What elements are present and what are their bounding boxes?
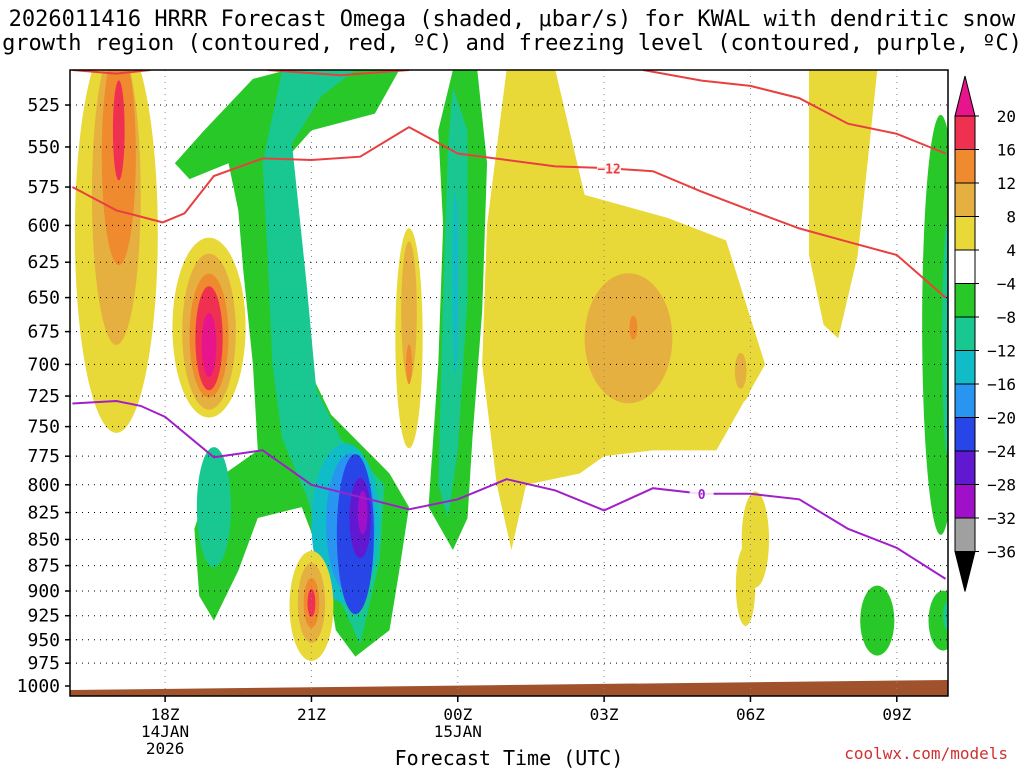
terrain-fill: [70, 680, 948, 696]
colorbar-label: −36: [987, 543, 1016, 562]
sinking-pocket-19z: [197, 447, 231, 567]
colorbar-label: −20: [987, 409, 1016, 428]
colorbar-under-arrow: [955, 552, 975, 592]
colorbar-bin: [955, 150, 975, 184]
colorbar: 20 16 12 8 4 −4 −8 −12 −16 −20 −24 −28 −32 −36: [955, 76, 1016, 592]
y-tick-label: 1000: [17, 676, 60, 697]
credit-text: coolwx.com/models: [844, 744, 1008, 763]
omega-pocket-8-12: [585, 273, 673, 403]
colorbar-label: 20: [997, 107, 1016, 126]
y-tick-label: 925: [27, 606, 60, 627]
y-tick-label: 700: [27, 354, 60, 375]
y-tick-label: 650: [27, 288, 60, 309]
colorbar-label: −24: [987, 442, 1016, 461]
colorbar-bin: [955, 384, 975, 418]
contour-label: 0: [698, 488, 706, 503]
colorbar-bin: [955, 250, 975, 284]
rising-column-early-16: [113, 80, 125, 180]
y-tick-label: 900: [27, 581, 60, 602]
rising-surface-21z-16: [308, 589, 316, 617]
x-tick-label: 06Z: [736, 705, 765, 724]
y-tick-label: 775: [27, 446, 60, 467]
y-tick-label: 600: [27, 215, 60, 236]
positive-omega-aloft: [809, 70, 877, 338]
colorbar-label: −12: [987, 342, 1016, 361]
y-axis: 525 550 575 600 625 650 675 700 725 750 775 800 825 8…: [17, 95, 70, 697]
y-tick-label: 800: [27, 475, 60, 496]
colorbar-label: 16: [997, 141, 1016, 160]
colorbar-bin: [955, 116, 975, 150]
colorbar-label: 4: [1006, 241, 1016, 260]
colorbar-label: −8: [997, 308, 1016, 327]
x-tick-sublabel: 15JAN: [434, 722, 482, 741]
y-tick-label: 950: [27, 630, 60, 651]
colorbar-bin: [955, 418, 975, 452]
x-tick-label: 21Z: [297, 705, 326, 724]
y-tick-label: 675: [27, 322, 60, 343]
x-tick-sublabel: 2026: [146, 739, 185, 758]
colorbar-label: −4: [997, 275, 1016, 294]
y-tick-label: 850: [27, 529, 60, 550]
contour-line: [643, 70, 946, 154]
omega-pocket-12-16: [629, 316, 637, 340]
colorbar-label: −16: [987, 375, 1016, 394]
sinking-pocket-08z: [860, 586, 894, 656]
y-tick-label: 750: [27, 417, 60, 438]
terrain-layer: [70, 680, 948, 696]
y-tick-label: 825: [27, 503, 60, 524]
sinking-column-10z: [922, 115, 959, 535]
contour-label: −12: [597, 162, 620, 177]
x-tick-label: 09Z: [882, 705, 911, 724]
y-tick-label: 575: [27, 177, 60, 198]
colorbar-bin: [955, 485, 975, 519]
colorbar-bin: [955, 451, 975, 485]
cross-section-chart: −120 52555057560062565067570072575077580…: [0, 0, 1024, 768]
y-tick-label: 875: [27, 556, 60, 577]
colorbar-label: 8: [1006, 208, 1016, 227]
y-tick-label: 975: [27, 653, 60, 674]
y-tick-label: 625: [27, 252, 60, 273]
colorbar-bin: [955, 518, 975, 552]
colorbar-bin: [955, 284, 975, 318]
colorbar-bin: [955, 183, 975, 217]
y-tick-label: 525: [27, 95, 60, 116]
y-tick-label: 725: [27, 386, 60, 407]
colorbar-bin: [955, 351, 975, 385]
x-axis-label: Forecast Time (UTC): [395, 746, 624, 768]
colorbar-over-arrow: [955, 76, 975, 116]
colorbar-label: 12: [997, 174, 1016, 193]
x-tick-label: 03Z: [590, 705, 619, 724]
colorbar-bin: [955, 317, 975, 351]
omega-shading: [75, 33, 959, 661]
sinking-pocket-10z-low: [928, 591, 957, 651]
colorbar-bin: [955, 217, 975, 251]
omega-pocket-8-12-small: [735, 353, 747, 389]
colorbar-label: −32: [987, 509, 1016, 528]
y-tick-label: 550: [27, 137, 60, 158]
colorbar-label: −28: [987, 476, 1016, 495]
rising-core-19z-over: [202, 313, 217, 377]
omega-pocket-06z: [742, 491, 769, 587]
